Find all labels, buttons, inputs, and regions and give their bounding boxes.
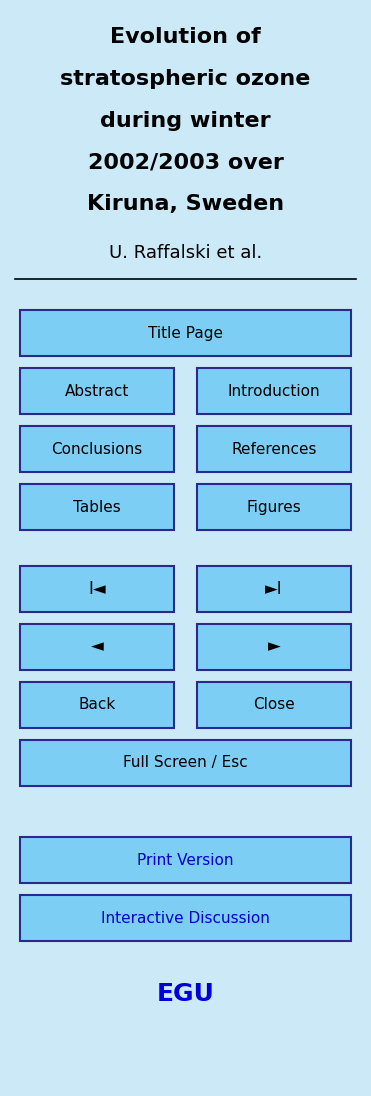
Text: Title Page: Title Page	[148, 326, 223, 341]
Text: ►I: ►I	[265, 580, 283, 597]
Text: Figures: Figures	[247, 500, 301, 515]
Text: Full Screen / Esc: Full Screen / Esc	[123, 755, 248, 770]
Text: ►: ►	[267, 638, 280, 655]
FancyBboxPatch shape	[20, 624, 174, 670]
FancyBboxPatch shape	[20, 368, 174, 414]
FancyBboxPatch shape	[20, 566, 174, 612]
Text: Interactive Discussion: Interactive Discussion	[101, 911, 270, 926]
FancyBboxPatch shape	[20, 837, 351, 883]
FancyBboxPatch shape	[197, 682, 351, 728]
Text: Back: Back	[78, 697, 116, 712]
FancyBboxPatch shape	[197, 624, 351, 670]
FancyBboxPatch shape	[20, 426, 174, 472]
Text: ◄: ◄	[91, 638, 104, 655]
Text: Abstract: Abstract	[65, 384, 129, 399]
Text: Evolution of: Evolution of	[110, 27, 261, 47]
Text: Introduction: Introduction	[228, 384, 320, 399]
FancyBboxPatch shape	[197, 368, 351, 414]
FancyBboxPatch shape	[20, 484, 174, 530]
Text: EGU: EGU	[157, 982, 214, 1006]
FancyBboxPatch shape	[20, 895, 351, 941]
FancyBboxPatch shape	[20, 740, 351, 786]
Text: Conclusions: Conclusions	[52, 442, 142, 457]
FancyBboxPatch shape	[197, 566, 351, 612]
Text: 2002/2003 over: 2002/2003 over	[88, 152, 283, 172]
Text: stratospheric ozone: stratospheric ozone	[60, 69, 311, 89]
Text: U. Raffalski et al.: U. Raffalski et al.	[109, 244, 262, 262]
FancyBboxPatch shape	[197, 484, 351, 530]
Text: during winter: during winter	[100, 111, 271, 130]
FancyBboxPatch shape	[20, 682, 174, 728]
FancyBboxPatch shape	[20, 310, 351, 356]
Text: Close: Close	[253, 697, 295, 712]
Text: Print Version: Print Version	[137, 853, 234, 868]
Text: I◄: I◄	[88, 580, 106, 597]
FancyBboxPatch shape	[197, 426, 351, 472]
Text: References: References	[231, 442, 317, 457]
Text: Kiruna, Sweden: Kiruna, Sweden	[87, 194, 284, 214]
Text: Tables: Tables	[73, 500, 121, 515]
